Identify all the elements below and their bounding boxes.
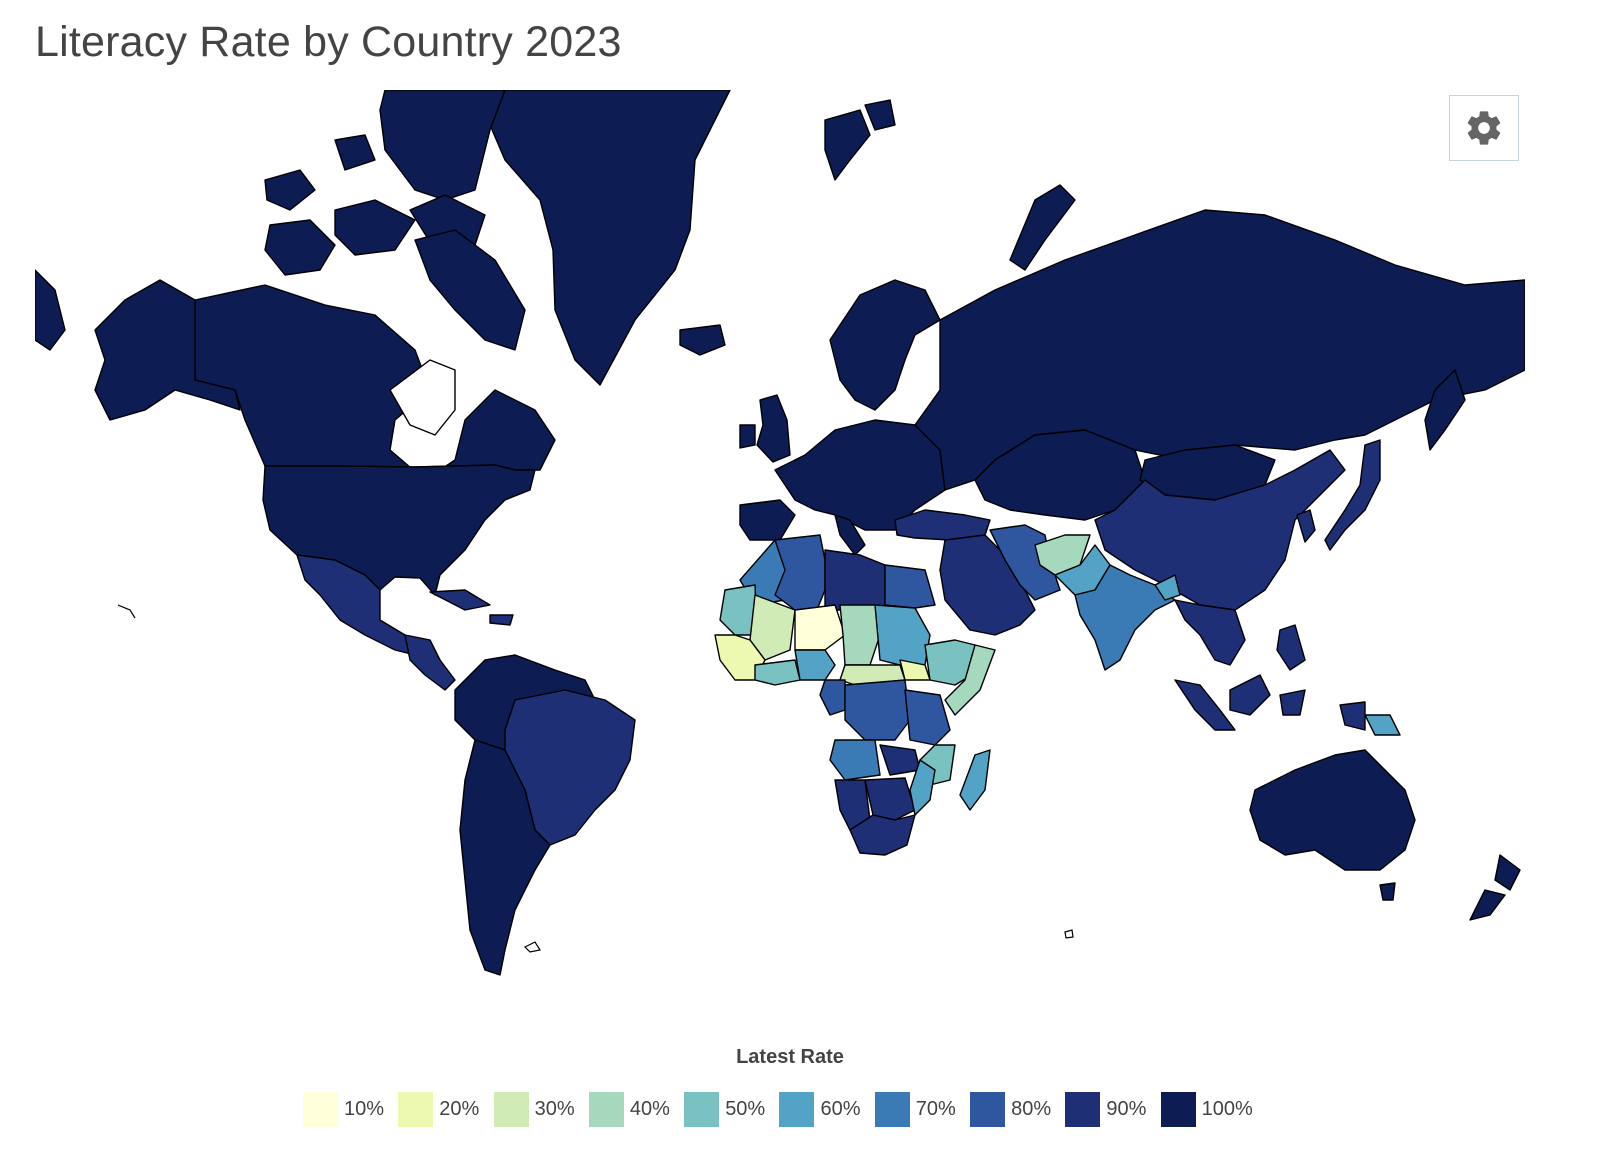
region-madagascar[interactable] (959, 749, 991, 811)
region-papua[interactable] (1364, 714, 1401, 736)
legend-item[interactable]: 20% (398, 1092, 493, 1127)
region-chad[interactable] (839, 604, 881, 666)
legend-swatch (303, 1092, 338, 1127)
region-congo[interactable] (844, 679, 911, 741)
settings-button[interactable] (1449, 95, 1519, 161)
legend-item[interactable]: 100% (1160, 1092, 1256, 1127)
legend-label: 60% (820, 1098, 861, 1120)
legend: Latest Rate 10% 20% 30% 40% 50% 60% 70% 80% 90% 1… (0, 1046, 1600, 1127)
legend-title: Latest Rate (736, 1046, 844, 1068)
region-new-zealand[interactable] (1469, 889, 1506, 921)
region-mozambique[interactable] (909, 759, 936, 816)
region-southeast-asia[interactable] (1174, 599, 1246, 666)
page-title: Literacy Rate by Country 2023 (35, 18, 622, 66)
legend-swatch (684, 1092, 720, 1127)
region-alaska-peninsula[interactable] (35, 269, 66, 351)
region-arctic-islands[interactable] (334, 134, 376, 171)
map-svg (35, 90, 1525, 976)
gear-icon (1467, 111, 1501, 145)
region-east-africa[interactable] (904, 689, 951, 746)
region-caribbean[interactable] (489, 614, 514, 626)
legend-label: 70% (915, 1098, 956, 1120)
region-baffin[interactable] (414, 229, 526, 351)
legend-swatch (874, 1092, 910, 1127)
legend-item[interactable]: 40% (588, 1092, 684, 1127)
region-arctic-islands[interactable] (334, 199, 416, 256)
region-australia[interactable] (1249, 749, 1416, 871)
region-somalia[interactable] (944, 644, 996, 716)
legend-label: 10% (344, 1098, 385, 1120)
legend-swatch (970, 1092, 1006, 1127)
region-tasmania[interactable] (1379, 882, 1396, 901)
region-arctic-islands[interactable] (264, 219, 336, 276)
legend-items: 10% 20% 30% 40% 50% 60% 70% 80% 90% 100% (303, 1092, 1256, 1127)
region-zambia[interactable] (879, 744, 921, 776)
region-botswana[interactable] (864, 777, 916, 821)
region-korea[interactable] (1296, 509, 1316, 543)
region-svalbard[interactable] (864, 99, 896, 131)
world-map[interactable] (35, 90, 1525, 1000)
legend-item[interactable]: 60% (779, 1092, 874, 1127)
region-new-zealand[interactable] (1494, 854, 1521, 891)
region-italy[interactable] (834, 514, 866, 556)
legend-item[interactable]: 70% (874, 1092, 970, 1127)
region-russia[interactable] (914, 209, 1525, 491)
legend-swatch (1065, 1092, 1101, 1127)
region-ireland[interactable] (739, 424, 756, 449)
region-south-africa[interactable] (849, 814, 916, 856)
region-iberia[interactable] (739, 499, 796, 541)
legend-label: 40% (629, 1098, 670, 1120)
legend-item[interactable]: 30% (493, 1092, 589, 1127)
region-cameroon[interactable] (819, 679, 846, 716)
region-borneo[interactable] (1229, 674, 1271, 716)
legend-item[interactable]: 80% (970, 1092, 1065, 1127)
region-greenland[interactable] (489, 90, 731, 386)
region-indonesia[interactable] (1174, 679, 1236, 731)
region-philippines[interactable] (1276, 624, 1306, 671)
region-myanmar[interactable] (1154, 574, 1181, 601)
legend-item[interactable]: 10% (303, 1092, 398, 1127)
legend-item[interactable]: 50% (684, 1092, 779, 1127)
legend-label: 20% (439, 1098, 480, 1120)
region-mali[interactable] (749, 594, 796, 661)
region-novaya-zemlya[interactable] (1009, 184, 1076, 271)
region-nigeria[interactable] (794, 649, 836, 681)
region-central-america[interactable] (404, 634, 456, 691)
legend-swatch (398, 1092, 434, 1127)
region-svalbard[interactable] (824, 109, 871, 181)
legend-label: 90% (1106, 1098, 1147, 1120)
region-europe[interactable] (774, 419, 946, 531)
legend-label: 30% (534, 1098, 575, 1120)
region-alaska[interactable] (94, 279, 241, 421)
region-iceland[interactable] (679, 324, 726, 356)
region-japan[interactable] (1324, 439, 1381, 551)
region-canada[interactable] (194, 284, 556, 481)
region-indonesia-east[interactable] (1279, 689, 1306, 716)
legend-swatch (779, 1092, 815, 1127)
region-new-guinea-west[interactable] (1339, 701, 1366, 731)
region-kamchatka[interactable] (1424, 369, 1466, 451)
legend-swatch (1160, 1092, 1196, 1127)
region-gulf-guinea[interactable] (754, 659, 801, 686)
region-south-america-south[interactable] (459, 739, 551, 976)
region-algeria[interactable] (774, 534, 826, 616)
legend-item[interactable]: 90% (1065, 1092, 1160, 1127)
region-sudan[interactable] (874, 604, 931, 666)
legend-label: 50% (725, 1098, 766, 1120)
region-caribbean[interactable] (429, 589, 491, 611)
region-uk[interactable] (756, 394, 791, 463)
legend-label: 80% (1011, 1098, 1052, 1120)
region-libya[interactable] (824, 549, 886, 611)
region-mauritania[interactable] (719, 584, 758, 636)
legend-swatch (588, 1092, 624, 1127)
legend-swatch (493, 1092, 529, 1127)
region-niger[interactable] (794, 604, 846, 651)
region-arctic-islands[interactable] (379, 90, 506, 201)
region-angola[interactable] (829, 739, 881, 781)
legend-label: 100% (1201, 1098, 1253, 1120)
region-arctic-islands[interactable] (264, 169, 316, 211)
region-india[interactable] (1074, 564, 1176, 671)
region-egypt[interactable] (884, 564, 936, 609)
region-scandinavia[interactable] (829, 279, 941, 411)
